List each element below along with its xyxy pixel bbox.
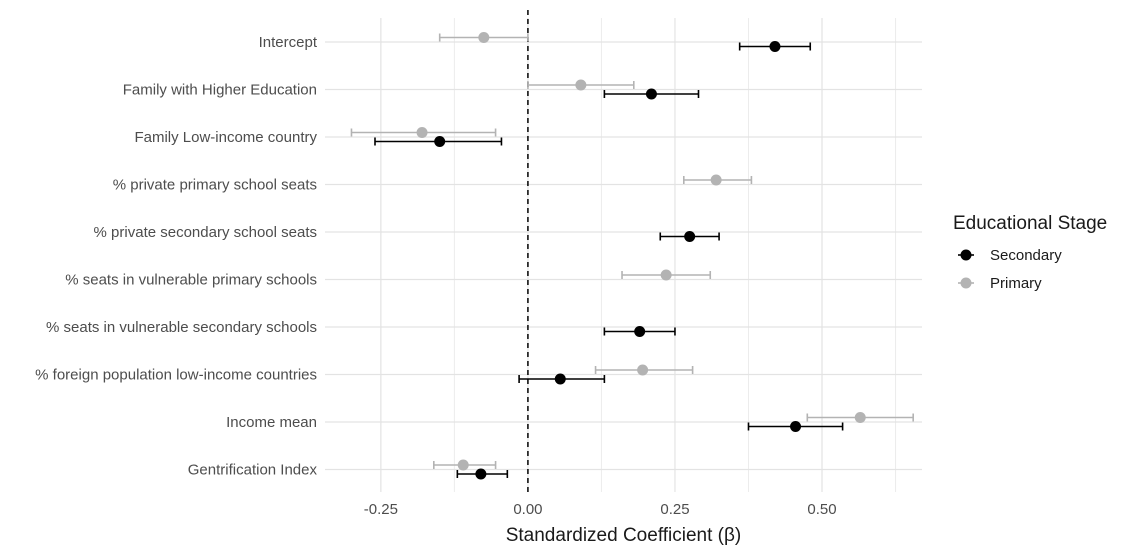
estimate-point [790,421,802,432]
x-tick-label: 0.00 [513,501,542,518]
y-category-label: % private secondary school seats [94,224,317,241]
estimate-point [575,79,587,91]
data-point-group [659,231,720,242]
data-point-group [433,459,497,471]
y-axis-labels: Intercept Family with Higher Education Fam… [35,34,318,479]
estimate-point [434,136,446,147]
y-category-label: % seats in vulnerable primary schools [65,272,317,289]
estimate-point [416,127,428,138]
estimate-point [660,269,672,281]
x-tick-label: 0.25 [660,501,689,518]
data-point-group [603,88,700,100]
data-point-group [682,174,753,186]
series-primary [350,32,914,471]
y-category-label: Intercept [259,34,318,51]
data-point-group [603,326,676,337]
y-category-label: Family Low-income country [134,129,317,146]
estimate-point [475,468,487,480]
legend-item-secondary: Secondary [958,247,1062,264]
data-point-group [594,364,694,376]
estimate-point [554,373,566,385]
estimate-point [684,231,696,242]
estimate-point [637,364,649,376]
data-point-group [738,41,812,52]
x-tick-label: 0.50 [807,501,836,518]
y-category-label: % foreign population low-income countrie… [35,367,317,384]
x-tick-label: -0.25 [364,501,398,518]
estimate-point [645,88,657,100]
estimate-point [710,174,722,186]
estimate-point [457,459,469,471]
legend-label: Primary [990,275,1042,292]
data-point-group [456,468,509,480]
y-category-label: Family with Higher Education [123,82,317,99]
estimate-point [634,326,646,337]
legend-marker [960,277,972,289]
data-point-group [747,421,844,432]
legend-title: Educational Stage [953,213,1107,234]
x-axis-tick-labels: -0.25 0.00 0.25 0.50 [364,501,837,518]
y-category-label: Gentrification Index [188,462,318,479]
estimate-point [854,412,866,423]
estimate-point [769,41,781,52]
minor-gridlines [453,18,897,492]
legend-items: Secondary Primary [958,247,1062,292]
x-axis-title: Standardized Coefficient (β) [506,525,742,546]
y-category-label: % private primary school seats [113,177,317,194]
legend-item-primary: Primary [958,275,1042,292]
data-point-group [527,79,635,91]
data-point-group [438,32,529,43]
data-point-group [518,373,606,385]
y-category-label: Income mean [226,414,317,431]
estimate-point [478,32,490,43]
data-point-group [374,136,503,147]
major-gridlines [325,18,922,492]
series-layer [350,32,914,480]
legend-marker [960,249,972,261]
data-point-group [621,269,712,281]
data-point-group [350,127,497,138]
series-secondary [374,41,844,480]
legend: Educational Stage Secondary Primary [953,213,1107,292]
y-category-label: % seats in vulnerable secondary schools [46,319,317,336]
data-point-group [806,412,914,423]
legend-label: Secondary [990,247,1062,264]
